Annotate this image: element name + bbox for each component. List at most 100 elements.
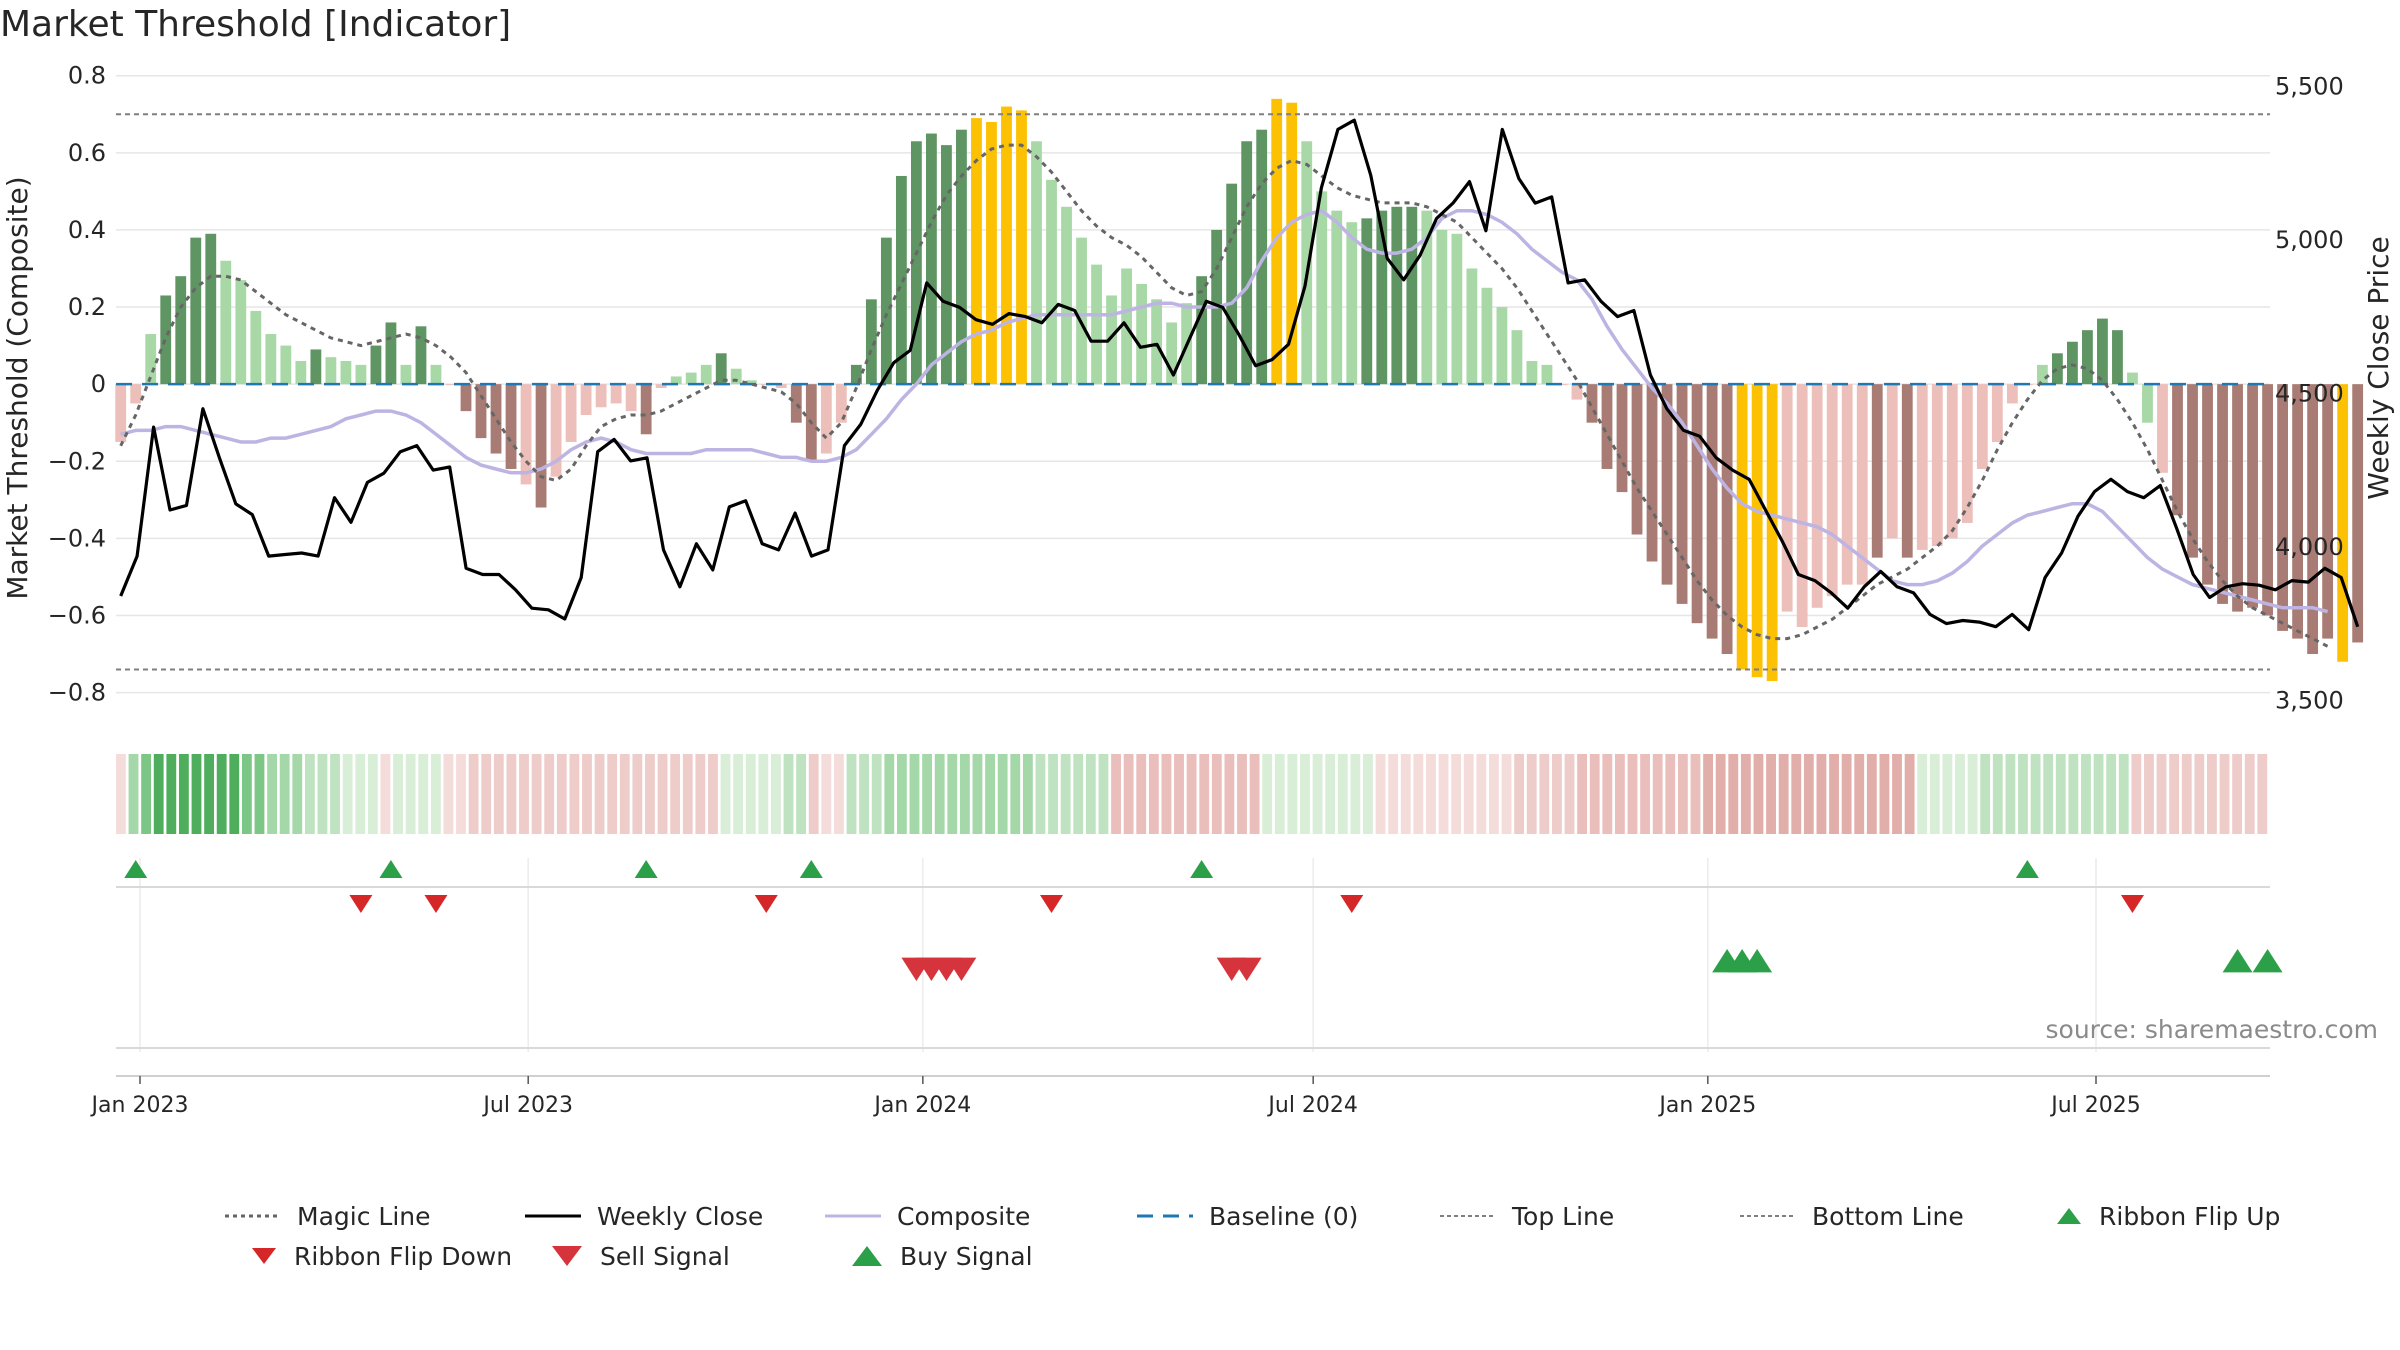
ribbon-cell [405,754,416,834]
composite-bar [445,384,457,386]
ribbon-cell [1400,754,1411,834]
ribbon-cell [632,754,643,834]
x-tick-label: Jul 2023 [481,1093,573,1118]
ribbon-cell [1841,754,1852,834]
ribbon-cell [947,754,958,834]
composite-bar [1361,218,1373,385]
composite-bar [520,384,532,485]
legend-item-baseline: Baseline (0) [1137,1196,1358,1236]
composite-bar [1586,384,1598,423]
legend-item-ribbon-flip-up: Ribbon Flip Up [2055,1196,2280,1236]
ribbon-cell [1715,754,1726,834]
ribbon-cell [1476,754,1487,834]
ribbon-cell [1501,754,1512,834]
composite-bar [2097,318,2108,385]
composite-bar [1481,287,1493,385]
ribbon-cell [2194,754,2205,834]
composite-bar [2202,384,2213,585]
ribbon-cell [959,754,970,834]
ribbon-cell [1955,754,1965,834]
composite-bar [2187,384,2198,558]
composite-bar [370,345,382,385]
legend-item-buy-signal: Buy Signal [850,1236,1033,1276]
composite-bar [1541,364,1553,385]
baseline-swatch [1137,1214,1193,1218]
legend-label: Composite [897,1201,1031,1231]
ribbon-cell [1438,754,1449,834]
ribbon-cell [985,754,995,834]
ribbon-cell [934,754,945,834]
composite-bar [2352,384,2364,643]
composite-bar [1376,210,1388,385]
composite-bar [355,364,367,385]
y-left-tick-label: −0.8 [48,679,106,707]
ribbon-flip-up-marker [634,860,658,878]
composite-bar [295,361,307,385]
composite-bar [205,233,217,385]
composite-bar [580,384,592,415]
y-right-tick-label: 5,000 [2275,226,2344,254]
ribbon-cell [1539,754,1550,834]
ribbon-cell [582,754,592,834]
ribbon-cell [922,754,933,834]
y-right-tick-label: 4,500 [2275,379,2344,407]
composite-bar [535,384,547,508]
ribbon-cell [909,754,920,834]
ribbon-cell [456,754,466,834]
ribbon-cell [771,754,781,834]
composite-bar [1406,206,1418,385]
ribbon-cell [1451,754,1462,834]
composite-bar [220,260,232,385]
ribbon-cell [808,754,819,834]
composite-bar [415,326,427,385]
composite-bars [115,98,2364,682]
ribbon-cell [670,754,681,834]
ribbon-cell [1778,754,1789,834]
composite-bar [1061,206,1072,385]
ribbon-cell [1363,754,1373,834]
buy-signal-marker [1742,949,1773,973]
composite-bar [1241,141,1253,385]
ribbon-flip-up-marker [379,860,403,878]
composite-bar [1946,384,1958,539]
legend-label: Ribbon Flip Down [294,1241,513,1271]
composite-bar [250,310,262,385]
x-axis: Jan 2023 Jul 2023 Jan 2024 Jul 2024 Jan 2025… [90,1075,2270,1118]
ribbon-cell [1350,754,1361,834]
composite-bar [910,141,922,385]
ribbon-cell [241,754,252,834]
composite-bar [1901,384,1913,558]
composite-bar [235,280,247,385]
composite-bar [310,349,322,385]
ribbon-cell [1929,754,1940,834]
ribbon-cell [645,754,655,834]
composite-bar [400,364,412,385]
ribbon-cell [1589,754,1600,834]
composite-bar [1421,210,1433,385]
triangle-up-icon [2057,1208,2081,1224]
composite-bar [2292,384,2304,639]
ribbon-cell [2043,754,2054,834]
ribbon-flip-up-marker [124,860,148,878]
ribbon-cell [1211,754,1222,834]
ribbon-cell [1010,754,1021,834]
composite-bar [1301,141,1313,385]
triangle-up-icon [852,1246,882,1266]
ribbon-cell [1892,754,1902,834]
ribbon-cell [1992,754,2003,834]
composite-bar [430,364,442,385]
composite-bar [670,376,682,385]
composite-bar [1871,384,1883,558]
ribbon-cell [834,754,844,834]
composite-bar [730,368,742,385]
legend-label: Bottom Line [1812,1201,1964,1231]
ribbon-cell [1224,754,1235,834]
composite-bar [2112,330,2123,385]
ribbon-cell [216,754,227,834]
buy-signal-marker [2222,949,2253,973]
composite-bar [1001,106,1012,385]
composite-bar [775,384,787,388]
ribbon-flip-down-marker [754,895,778,913]
y-left-tick-label: −0.6 [48,601,106,629]
